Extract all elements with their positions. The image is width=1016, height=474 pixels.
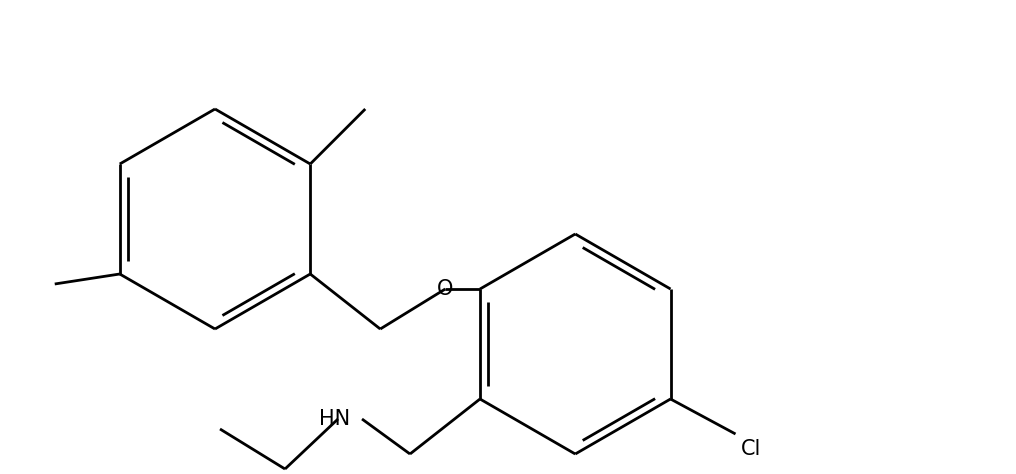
Text: HN: HN [319,409,350,429]
Text: O: O [437,279,453,299]
Text: Cl: Cl [741,439,761,459]
